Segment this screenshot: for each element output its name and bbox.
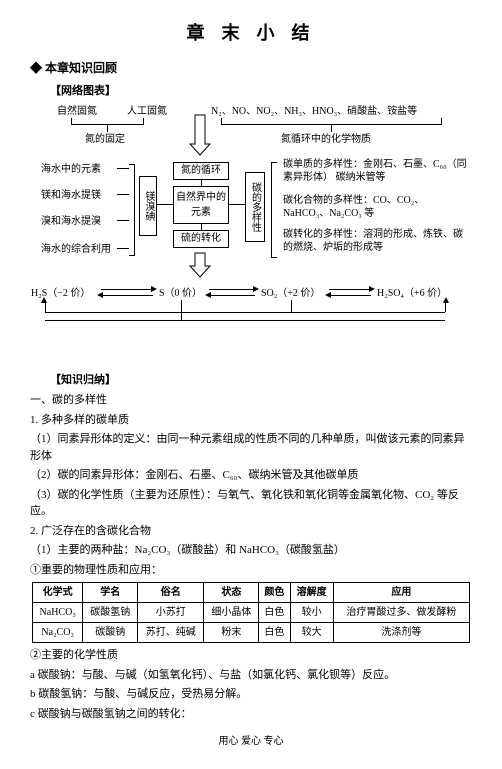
table-header: 状态	[204, 583, 259, 603]
left-item: 溴和海水提溴	[41, 214, 101, 229]
body-text: a 碳酸钠：与酸、与碱（如氢氧化钙）、与盐（如氯化钙、氯化钡等）反应。	[30, 667, 472, 684]
mid-label: 氮的固定	[85, 132, 125, 147]
page-title: 章 末 小 结	[30, 20, 472, 47]
right-item: 碳转化的多样性：溶洞的形成、炼铁、碳的燃烧、炉垢的形成等	[283, 228, 469, 254]
properties-table: 化学式 学名 俗名 状态 颜色 溶解度 应用 NaHCO₃ 碳酸氢钠 小苏打 细…	[32, 582, 470, 643]
body-text: （1）同素异形体的定义：由同一种元素组成的性质不同的几种单质，叫做该元素的同素异…	[30, 431, 472, 464]
right-item: 碳单质的多样性：金刚石、石墨、C₆₀（同素异形体） 碳纳米管等	[283, 158, 469, 184]
center-box: 自然界中的元素	[173, 186, 229, 224]
s-node: SO₂（+2 价）	[261, 286, 320, 301]
sub-header-2: 【知识归纳】	[50, 372, 472, 389]
s-node: S（0 价）	[159, 286, 202, 301]
table-header: 学名	[83, 583, 138, 603]
table-header: 俗名	[138, 583, 204, 603]
table-header: 应用	[333, 583, 469, 603]
s-node: H₂SO₄（+6 价）	[377, 286, 447, 301]
table-row: NaHCO₃ 碳酸氢钠 小苏打 细小晶体 白色 较小 治疗胃酸过多、做发酵粉	[33, 603, 470, 623]
sub-header-1: 【网络图表】	[50, 83, 472, 100]
heading: 1. 多种多样的碳单质	[30, 412, 472, 429]
left-item: 镁和海水提镁	[41, 188, 101, 203]
top-text: 人工固氮	[127, 104, 167, 119]
top-text: N₂、NO、NO₂、NH₃、HNO₃、硝酸盐、铵盐等	[211, 104, 417, 119]
table-header: 溶解度	[290, 583, 333, 603]
table-header: 颜色	[259, 583, 290, 603]
right-item: 碳化合物的多样性：CO、CO₂、NaHCO₃、Na₂CO₃ 等	[283, 194, 469, 220]
center-box: 氮的循环	[173, 162, 229, 180]
s-node: H₂S（−2 价）	[31, 286, 90, 301]
arrow-down-icon	[189, 252, 211, 278]
heading: 2. 广泛存在的含碳化合物	[30, 523, 472, 540]
left-vert-box: 镁溴碘	[139, 176, 157, 236]
body-text: b 碳酸氢钠：与酸、与碱反应，受热易分解。	[30, 686, 472, 703]
network-diagram: 自然固氮 人工固氮 N₂、NO、NO₂、NH₃、HNO₃、硝酸盐、铵盐等 氮的固…	[31, 104, 471, 364]
arrow-down-icon	[189, 114, 211, 156]
table-row: Na₂CO₃ 碳酸钠 苏打、纯碱 粉末 白色 较大 洗涤剂等	[33, 623, 470, 643]
top-text: 自然固氮	[57, 104, 97, 119]
page-footer: 用心 爱心 专心	[30, 734, 472, 749]
body-text: （2）碳的同素异形体：金刚石、石墨、C₆₀、碳纳米管及其他碳单质	[30, 467, 472, 484]
center-box: 硫的转化	[173, 230, 229, 248]
mid-label: 氮循环中的化学物质	[281, 132, 371, 147]
body-text: （3）碳的化学性质（主要为还原性）：与氧气、氧化铁和氧化铜等金属氧化物、CO₂ …	[30, 487, 472, 520]
right-vert-box: 碳的多样性	[245, 172, 265, 242]
heading: 一、碳的多样性	[30, 392, 472, 409]
body-text: （1）主要的两种盐：Na₂CO₃（碳酸盐）和 NaHCO₃（碳酸氢盐）	[30, 542, 472, 559]
left-item: 海水中的元素	[41, 162, 101, 177]
body-text: ②主要的化学性质	[30, 647, 472, 664]
body-text: ①重要的物理性质和应用：	[30, 562, 472, 579]
section-header: ◆ 本章知识回顾	[30, 59, 472, 77]
table-header: 化学式	[33, 583, 83, 603]
left-item: 海水的综合利用	[41, 242, 111, 257]
